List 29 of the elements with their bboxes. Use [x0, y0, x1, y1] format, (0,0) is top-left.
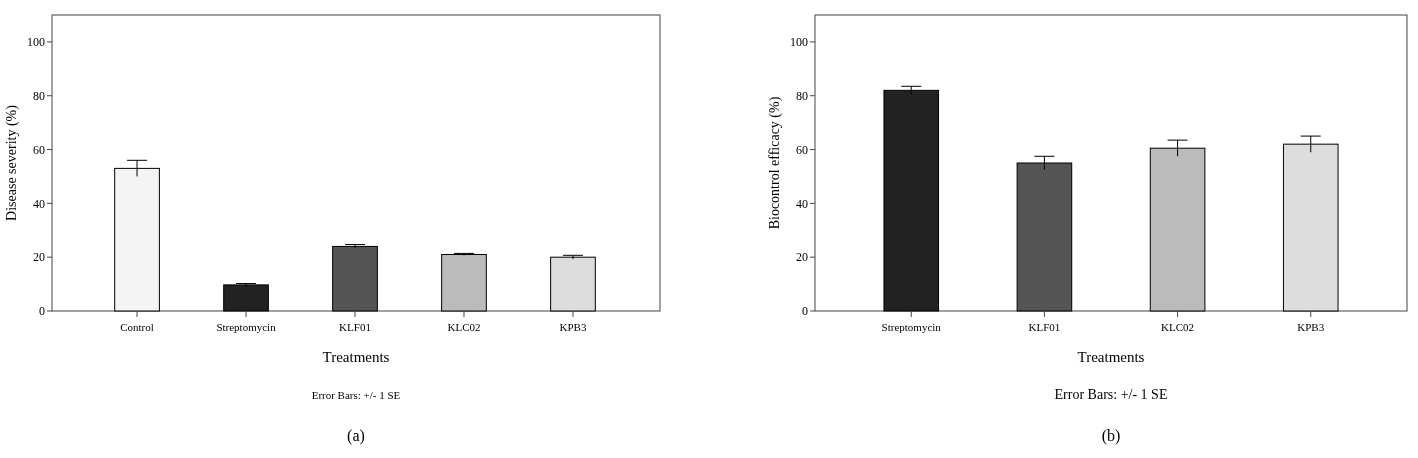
- x-tick-label: Streptomycin: [216, 321, 277, 333]
- x-tick-label: KLC02: [447, 321, 481, 333]
- text: (a): [347, 427, 365, 445]
- x-tick-label: KPB3: [559, 321, 587, 333]
- x-tick-label: KPB3: [1297, 321, 1325, 333]
- y-tick-label: 60: [33, 142, 45, 157]
- x-tick-label: KLF01: [1028, 321, 1061, 333]
- x-tick-label: Streptomycin: [881, 321, 942, 333]
- text: Error Bars: +/- 1 SE: [1054, 387, 1168, 402]
- y-tick-label: 0: [39, 304, 45, 319]
- y-tick-label: 40: [796, 196, 808, 211]
- x-axis-title: Treatments: [322, 349, 390, 365]
- x-tick-label: Control: [120, 321, 154, 333]
- x-tick-label: KLC02: [1161, 321, 1195, 333]
- y-tick-label: 20: [796, 250, 808, 265]
- y-axis-title: Disease severity (%): [4, 104, 20, 221]
- y-tick-label: 60: [796, 142, 808, 157]
- x-tick-label: KLF01: [339, 321, 371, 333]
- y-tick-label: 0: [802, 304, 808, 319]
- y-tick-label: 80: [33, 88, 45, 103]
- y-tick-label: 40: [33, 196, 45, 211]
- text: (b): [1101, 427, 1121, 445]
- x-axis-title: Treatments: [1077, 349, 1145, 365]
- y-tick-label: 100: [790, 35, 808, 50]
- y-axis-title: Biocontrol efficacy (%): [767, 96, 783, 230]
- y-tick-label: 100: [27, 35, 45, 50]
- text: Error Bars: +/- 1 SE: [311, 389, 401, 401]
- y-tick-label: 80: [796, 88, 808, 103]
- y-tick-label: 20: [33, 250, 45, 265]
